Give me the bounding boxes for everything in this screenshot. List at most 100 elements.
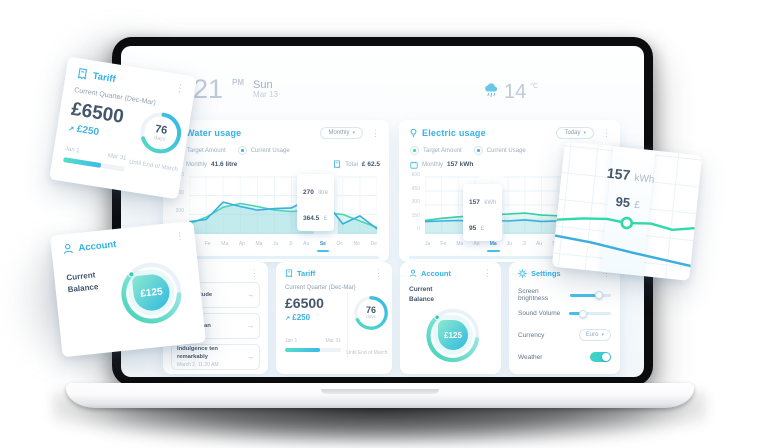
- month-tab-active[interactable]: Ma: [486, 241, 500, 252]
- total-label: Total: [345, 161, 358, 168]
- arrow-right-icon[interactable]: →: [247, 353, 254, 361]
- water-tooltip: 270 litre 364.5 £: [297, 174, 334, 232]
- clock-day: Sun: [253, 79, 273, 91]
- kebab-menu-icon[interactable]: ⋮: [374, 268, 383, 278]
- brightness-label: Screen brightness: [518, 288, 548, 302]
- floating-tariff-card: Tariff ⋮ Current Quarter (Dec-Mar) £6500…: [49, 56, 197, 200]
- weather-label: Weather: [518, 353, 543, 361]
- tariff-range: Jan 1 Mar 31: [285, 338, 341, 344]
- trackpad-notch: [321, 389, 439, 394]
- trend-up-icon: ↗: [285, 316, 291, 322]
- dropdown-value: Today: [564, 130, 581, 136]
- month-tab[interactable]: Au: [303, 241, 310, 247]
- tariff-gauge: 76 days: [352, 294, 390, 332]
- kebab-menu-icon[interactable]: ⋮: [371, 127, 380, 138]
- tariff-footnote: Until End of March: [346, 350, 388, 356]
- legend-label: Current Usage: [250, 147, 290, 154]
- water-info-row: Monthly 41.6 litre Total £ 62.5: [174, 160, 380, 169]
- card-title: Tariff: [297, 269, 316, 278]
- tariff-amount: £6500: [285, 295, 324, 311]
- volume-slider[interactable]: [569, 309, 611, 318]
- account-gauge: £125: [424, 306, 482, 364]
- kebab-menu-icon[interactable]: ⋮: [250, 268, 259, 278]
- electric-y-axis: 600 450 300 150 0: [411, 172, 420, 232]
- legend-target-amount[interactable]: Target Amount: [410, 146, 462, 155]
- currency-label: Currency: [518, 331, 545, 339]
- month-tab[interactable]: Fe: [204, 241, 211, 247]
- water-chart: [189, 176, 377, 234]
- arrow-right-icon[interactable]: →: [247, 322, 254, 330]
- lightbulb-icon: [410, 128, 417, 138]
- tariff-progress-bar: [285, 348, 341, 352]
- month-tab[interactable]: Ju: [273, 241, 279, 247]
- chevron-down-icon: ▾: [601, 332, 604, 338]
- card-title: Tariff: [91, 70, 117, 85]
- weather-toggle[interactable]: [590, 352, 611, 362]
- balance-label: Current Balance: [409, 286, 434, 303]
- tariff-card: Tariff ⋮ Current Quarter (Dec-Mar) £6500…: [276, 262, 392, 374]
- month-tab[interactable]: Ap: [238, 241, 245, 247]
- notification-row[interactable]: Indulgence ten remarkably March 2, 11.20…: [171, 344, 260, 370]
- panel-bottom-strip: [173, 256, 379, 259]
- chevron-down-icon: ▾: [583, 130, 586, 136]
- month-tab[interactable]: Jl: [288, 241, 293, 247]
- dropdown-value: Euro: [585, 332, 599, 338]
- divider: [347, 292, 348, 358]
- tariff-delta: ↗ £250: [67, 123, 100, 139]
- total-value: £ 62.5: [361, 161, 380, 168]
- monthly-value: 41.6 litre: [211, 161, 238, 168]
- month-tab[interactable]: No: [353, 241, 360, 247]
- temperature-unit: °C: [530, 83, 539, 90]
- laptop-base: [66, 383, 694, 408]
- radio-icon: [410, 146, 419, 155]
- clock: 21 PM Sun Mar 13: [193, 76, 278, 103]
- monthly-label: Monthly: [186, 161, 208, 168]
- radio-icon: [237, 146, 247, 155]
- panel-bottom-strip: [409, 256, 610, 259]
- month-tab-active[interactable]: Se: [316, 241, 330, 252]
- month-tab[interactable]: Ma: [221, 241, 229, 247]
- tariff-delta: ↗ £250: [285, 313, 311, 322]
- tariff-footnote: Until End of March: [128, 159, 179, 174]
- month-tab[interactable]: Ma: [456, 241, 464, 247]
- clock-date: Mar 13: [253, 90, 278, 100]
- legend-current-usage[interactable]: Current Usage: [473, 146, 526, 155]
- electric-tooltip: 157 kWh 95 £: [463, 184, 503, 242]
- receipt-icon: [334, 160, 341, 169]
- kebab-menu-icon[interactable]: ⋮: [602, 127, 611, 138]
- kebab-menu-icon[interactable]: ⋮: [174, 230, 186, 243]
- month-tab[interactable]: Ju: [506, 241, 513, 247]
- month-tab[interactable]: Ja: [425, 241, 431, 247]
- monthly-label: Monthly: [422, 161, 444, 168]
- tariff-subtitle: Current Quarter (Dec-Mar): [285, 285, 356, 291]
- panel-title: Water usage: [186, 128, 242, 138]
- card-title: Account: [421, 269, 451, 278]
- kebab-menu-icon[interactable]: ⋮: [483, 268, 492, 278]
- monthly-value: 157 kWh: [447, 161, 474, 168]
- month-tab[interactable]: Jl: [522, 241, 526, 247]
- person-icon: [409, 269, 417, 277]
- water-legend: Target Amount Current Usage: [174, 146, 290, 155]
- chevron-down-icon: ▾: [352, 130, 355, 136]
- legend-label: Current Usage: [486, 147, 526, 154]
- month-tab[interactable]: Au: [535, 241, 543, 247]
- settings-card: Settings ⋮ Screen brightness Sound Volum…: [509, 262, 620, 374]
- month-tab[interactable]: Fe: [440, 241, 447, 247]
- kebab-menu-icon[interactable]: ⋮: [602, 268, 611, 278]
- kebab-menu-icon[interactable]: ⋮: [174, 82, 186, 96]
- panel-title: Electric usage: [422, 128, 486, 138]
- currency-dropdown[interactable]: Euro ▾: [578, 329, 611, 341]
- electric-period-dropdown[interactable]: Today ▾: [556, 127, 594, 139]
- receipt-icon: [286, 269, 292, 278]
- month-tab[interactable]: Oc: [336, 241, 343, 247]
- brightness-slider[interactable]: [569, 291, 611, 299]
- month-tab[interactable]: Ma: [255, 241, 263, 247]
- month-tab[interactable]: Ap: [473, 241, 480, 247]
- calendar-icon: [410, 161, 418, 169]
- account-gauge: £125: [115, 256, 188, 329]
- month-tab[interactable]: De: [370, 241, 377, 247]
- arrow-right-icon[interactable]: →: [247, 291, 254, 299]
- legend-current-usage[interactable]: Current Usage: [237, 146, 290, 155]
- water-period-dropdown[interactable]: Monthly ▾: [320, 127, 363, 139]
